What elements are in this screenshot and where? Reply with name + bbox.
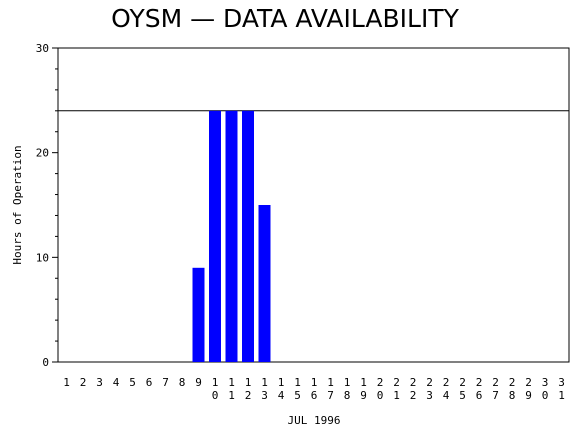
x-tick-label: 2: [80, 376, 87, 389]
x-tick-label: 4: [113, 376, 120, 389]
y-tick-label: 20: [36, 147, 49, 160]
x-tick-label: 9: [195, 376, 202, 389]
x-tick-label: 1: [63, 376, 70, 389]
y-tick-label: 0: [42, 356, 49, 369]
x-tick-label: 5: [129, 376, 136, 389]
x-tick-label: 3: [96, 376, 103, 389]
y-tick-label: 10: [36, 251, 49, 264]
bar-day-13: [258, 205, 271, 362]
x-tick-label: 8: [179, 376, 186, 389]
x-tick-label: 7: [162, 376, 169, 389]
bar-day-10: [209, 110, 221, 362]
plot-frame: [57, 47, 570, 363]
y-axis-label: Hours of Operation: [11, 145, 24, 264]
x-tick-label: 6: [146, 376, 153, 389]
bars: [192, 110, 271, 362]
x-axis: 1 2 3 4 5 6 7 8 9 1 01 11 21 31 41 51 61 71 81 92 02 12 22 32 42…: [63, 376, 565, 402]
y-axis: 0 10 20 30: [36, 42, 58, 369]
bar-day-11: [225, 110, 238, 362]
bar-day-12: [242, 110, 254, 362]
bar-day-9: [192, 267, 205, 362]
y-tick-label: 30: [36, 42, 49, 55]
chart-title: OYSM — DATA AVAILABILITY: [111, 4, 459, 33]
x-axis-label: JUL 1996: [288, 414, 341, 427]
